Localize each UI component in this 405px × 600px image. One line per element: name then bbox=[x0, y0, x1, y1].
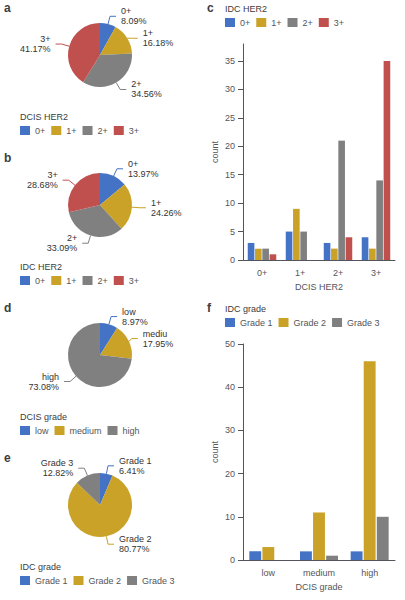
svg-text:low: low bbox=[262, 568, 276, 578]
svg-text:high: high bbox=[361, 568, 378, 578]
svg-text:mediu: mediu bbox=[143, 329, 168, 339]
svg-text:high: high bbox=[123, 426, 140, 436]
svg-text:1+: 1+ bbox=[66, 276, 76, 286]
svg-text:3+: 3+ bbox=[334, 18, 344, 28]
svg-text:8.09%: 8.09% bbox=[121, 16, 147, 26]
svg-text:IDC HER2: IDC HER2 bbox=[20, 262, 62, 272]
svg-text:73.08%: 73.08% bbox=[29, 382, 60, 392]
svg-text:24.26%: 24.26% bbox=[151, 208, 182, 218]
svg-text:28.68%: 28.68% bbox=[27, 180, 58, 190]
svg-text:16.18%: 16.18% bbox=[143, 38, 174, 48]
svg-text:f: f bbox=[207, 301, 212, 315]
svg-text:3+: 3+ bbox=[129, 276, 139, 286]
svg-text:35: 35 bbox=[225, 56, 235, 66]
svg-text:25: 25 bbox=[225, 113, 235, 123]
svg-text:0+: 0+ bbox=[240, 18, 250, 28]
svg-text:Grade 3: Grade 3 bbox=[41, 458, 74, 468]
svg-text:2+: 2+ bbox=[333, 268, 343, 278]
svg-text:50: 50 bbox=[225, 339, 235, 349]
svg-text:10: 10 bbox=[225, 198, 235, 208]
svg-text:DCIS grade: DCIS grade bbox=[295, 582, 342, 592]
svg-text:30: 30 bbox=[225, 425, 235, 435]
svg-text:8.97%: 8.97% bbox=[122, 317, 148, 327]
svg-text:1+: 1+ bbox=[151, 198, 161, 208]
svg-text:20: 20 bbox=[225, 141, 235, 151]
svg-text:Grade 2: Grade 2 bbox=[119, 534, 152, 544]
svg-text:0+: 0+ bbox=[257, 268, 267, 278]
svg-text:IDC HER2: IDC HER2 bbox=[225, 4, 267, 14]
svg-text:1+: 1+ bbox=[66, 126, 76, 136]
svg-text:12.82%: 12.82% bbox=[43, 468, 74, 478]
svg-text:Grade 2: Grade 2 bbox=[294, 318, 327, 328]
svg-text:30: 30 bbox=[225, 84, 235, 94]
svg-text:Grade 3: Grade 3 bbox=[142, 576, 175, 586]
svg-text:40: 40 bbox=[225, 382, 235, 392]
svg-text:b: b bbox=[4, 151, 11, 165]
svg-text:e: e bbox=[4, 451, 11, 465]
svg-text:medium: medium bbox=[70, 426, 102, 436]
svg-text:a: a bbox=[4, 1, 11, 15]
svg-text:0: 0 bbox=[230, 255, 235, 265]
svg-text:low: low bbox=[35, 426, 49, 436]
svg-text:1+: 1+ bbox=[295, 268, 305, 278]
svg-text:33.09%: 33.09% bbox=[47, 243, 78, 253]
svg-text:count: count bbox=[210, 140, 220, 163]
svg-text:2+: 2+ bbox=[303, 18, 313, 28]
svg-text:15: 15 bbox=[225, 170, 235, 180]
svg-text:6.41%: 6.41% bbox=[119, 466, 145, 476]
svg-text:0+: 0+ bbox=[35, 276, 45, 286]
svg-text:0+: 0+ bbox=[128, 159, 138, 169]
svg-text:0+: 0+ bbox=[35, 126, 45, 136]
svg-text:3+: 3+ bbox=[371, 268, 381, 278]
svg-text:Grade 1: Grade 1 bbox=[240, 318, 273, 328]
svg-text:count: count bbox=[210, 440, 220, 463]
svg-text:IDC grade: IDC grade bbox=[225, 304, 266, 314]
svg-text:DCIS HER2: DCIS HER2 bbox=[295, 282, 343, 292]
svg-text:high: high bbox=[42, 372, 59, 382]
svg-text:low: low bbox=[122, 307, 136, 317]
svg-text:c: c bbox=[207, 1, 214, 15]
svg-text:IDC grade: IDC grade bbox=[20, 562, 61, 572]
svg-text:5: 5 bbox=[230, 227, 235, 237]
svg-text:0: 0 bbox=[230, 555, 235, 565]
svg-text:DCIS grade: DCIS grade bbox=[20, 412, 67, 422]
svg-text:2+: 2+ bbox=[98, 276, 108, 286]
svg-text:2+: 2+ bbox=[131, 79, 141, 89]
svg-text:Grade 1: Grade 1 bbox=[119, 456, 152, 466]
svg-text:Grade 2: Grade 2 bbox=[89, 576, 122, 586]
svg-text:3+: 3+ bbox=[40, 34, 50, 44]
svg-text:34.56%: 34.56% bbox=[131, 89, 162, 99]
svg-text:Grade 1: Grade 1 bbox=[35, 576, 68, 586]
svg-text:41.17%: 41.17% bbox=[20, 44, 51, 54]
svg-text:3+: 3+ bbox=[47, 170, 57, 180]
svg-text:3+: 3+ bbox=[129, 126, 139, 136]
svg-text:DCIS HER2: DCIS HER2 bbox=[20, 112, 68, 122]
svg-text:d: d bbox=[4, 301, 11, 315]
svg-text:80.77%: 80.77% bbox=[119, 544, 150, 554]
svg-text:medium: medium bbox=[303, 568, 335, 578]
svg-text:10: 10 bbox=[225, 512, 235, 522]
svg-text:17.95%: 17.95% bbox=[143, 339, 174, 349]
svg-text:0+: 0+ bbox=[121, 6, 131, 16]
svg-text:20: 20 bbox=[225, 469, 235, 479]
svg-text:13.97%: 13.97% bbox=[128, 169, 159, 179]
svg-text:Grade 3: Grade 3 bbox=[347, 318, 380, 328]
svg-text:1+: 1+ bbox=[143, 28, 153, 38]
svg-text:1+: 1+ bbox=[271, 18, 281, 28]
svg-text:2+: 2+ bbox=[98, 126, 108, 136]
svg-text:2+: 2+ bbox=[67, 233, 77, 243]
